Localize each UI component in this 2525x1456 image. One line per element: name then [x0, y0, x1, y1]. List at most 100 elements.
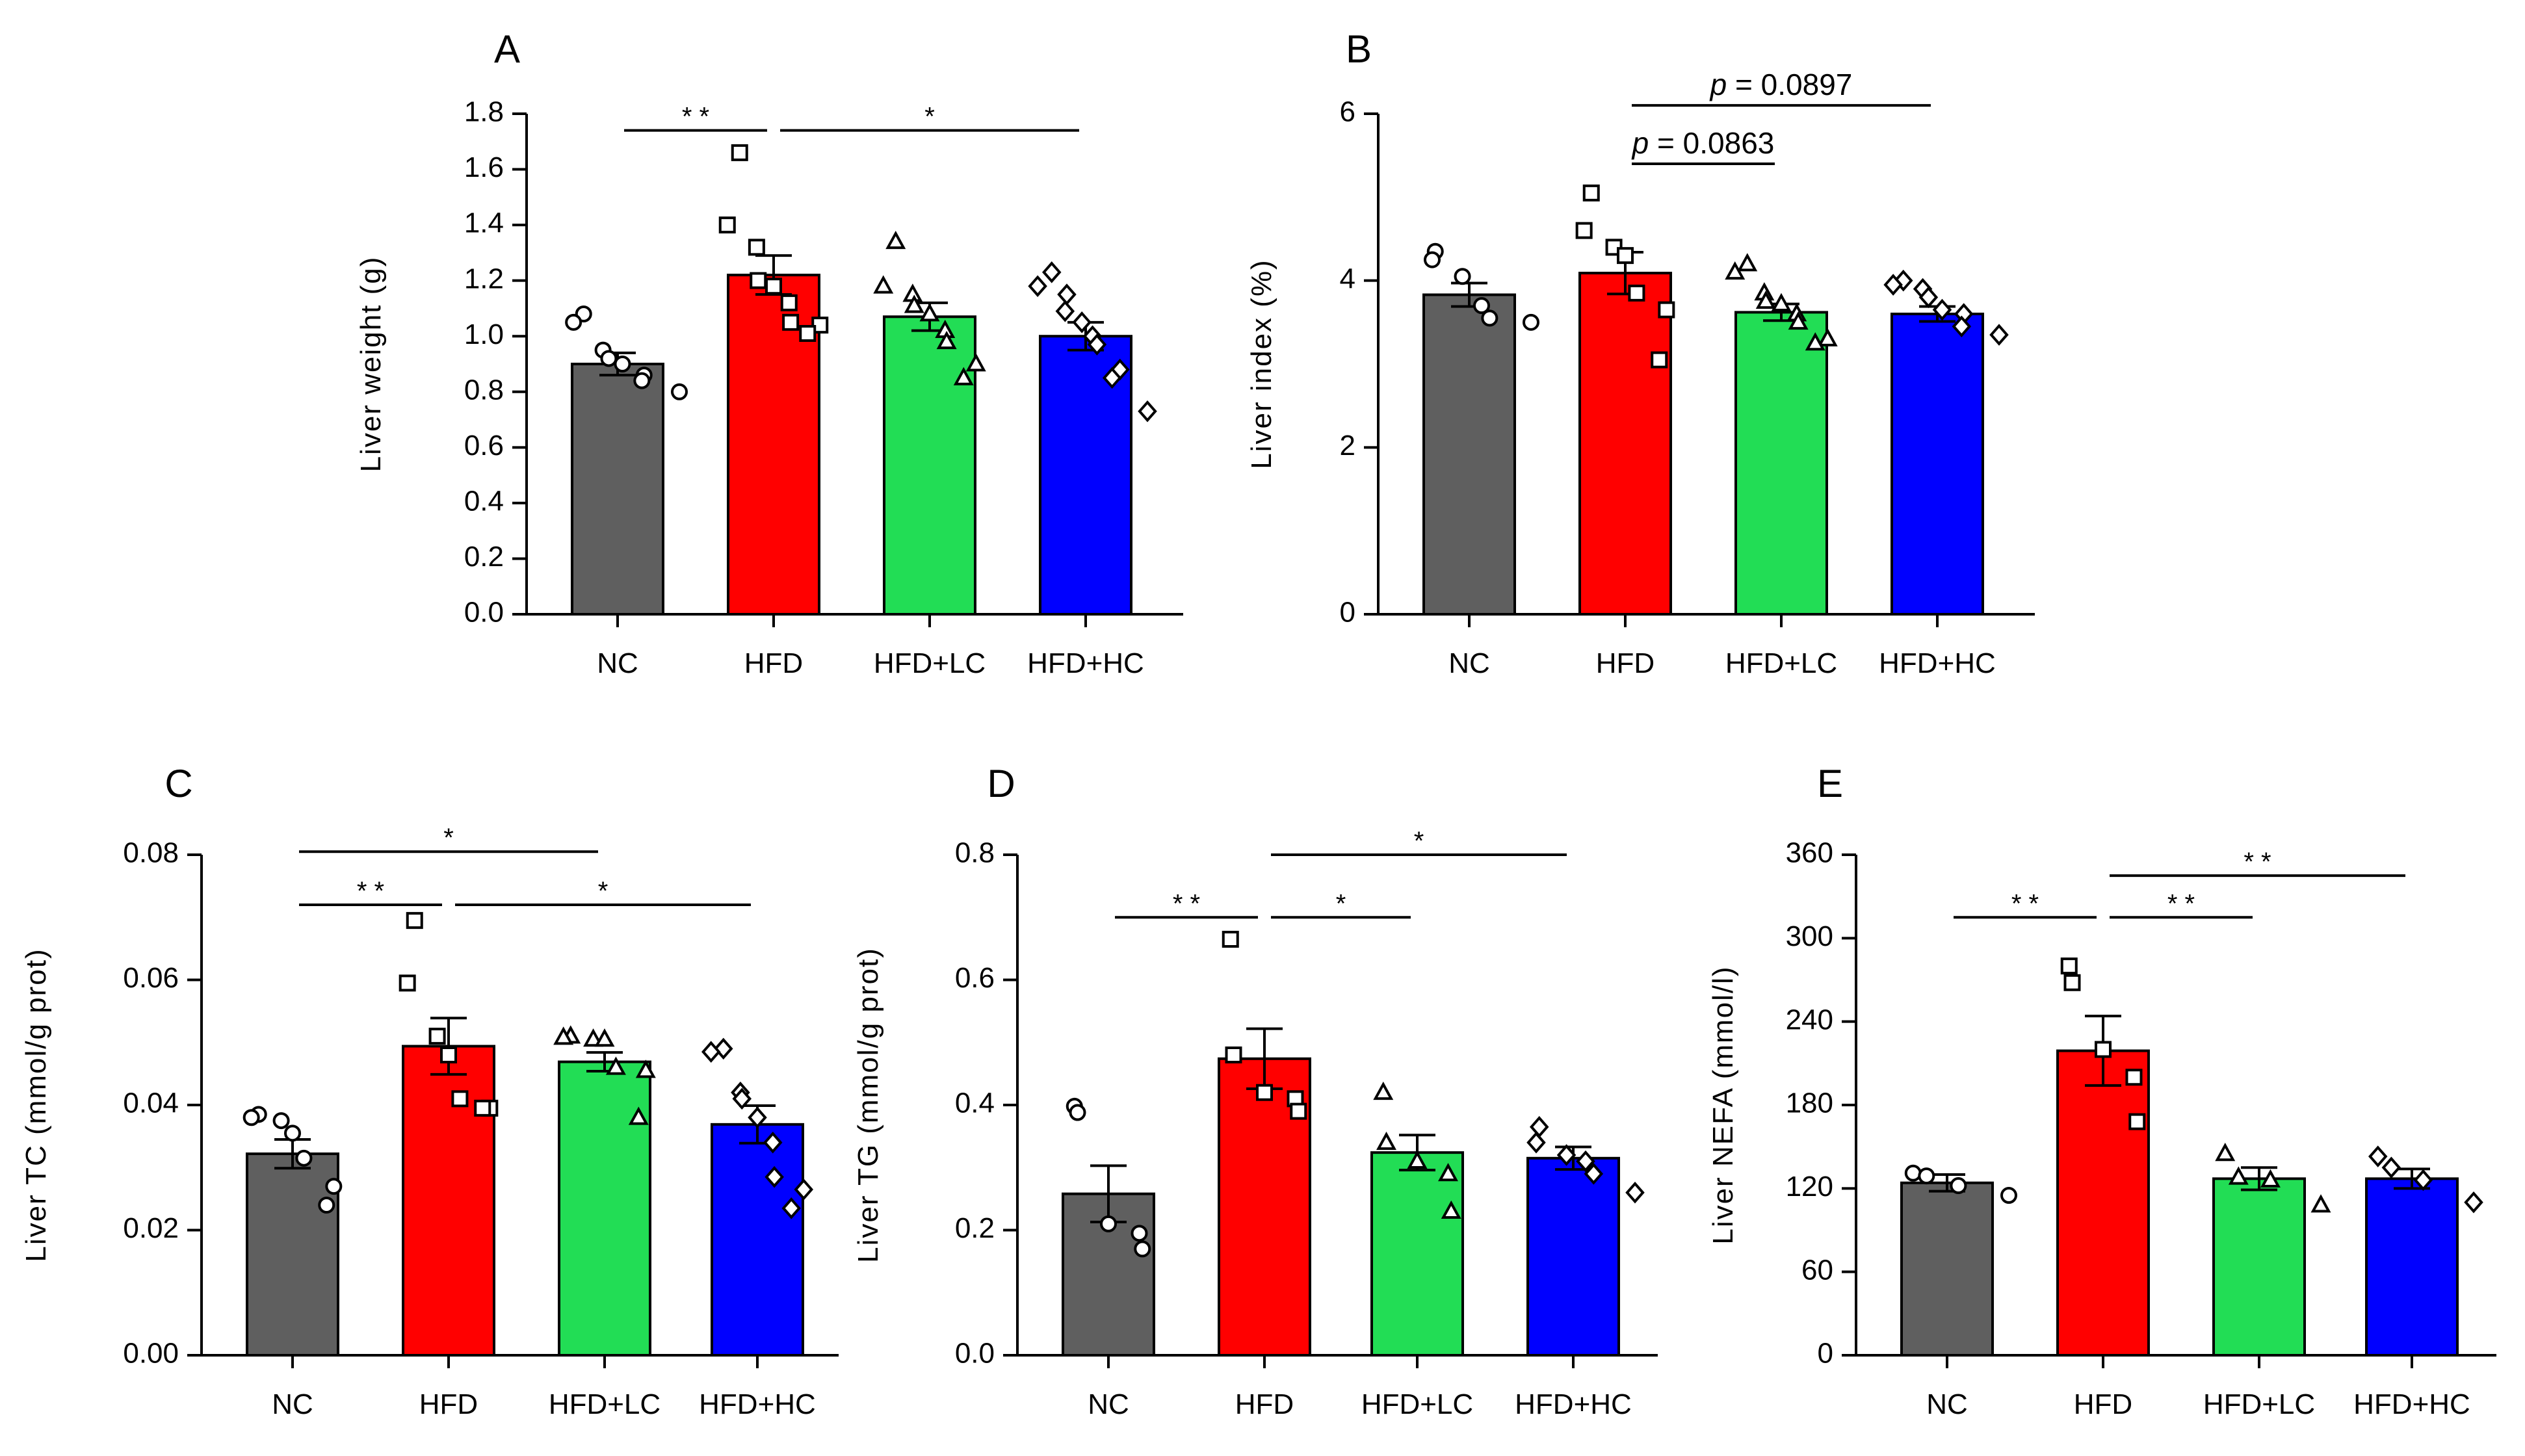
y-tick-label: 0.4 — [464, 486, 504, 517]
data-point — [440, 1046, 457, 1063]
panel-letter: B — [1346, 27, 1372, 71]
bar-hfd — [2056, 1049, 2150, 1357]
data-point — [1134, 1240, 1151, 1258]
data-point — [1523, 313, 1539, 331]
data-point — [553, 1026, 574, 1045]
data-point — [1788, 311, 1809, 330]
data-point — [2060, 957, 2078, 975]
data-point — [885, 230, 906, 250]
data-point — [1883, 274, 1903, 296]
y-tick-label: 1.2 — [464, 263, 504, 294]
data-point — [763, 1131, 783, 1154]
panel-letter: C — [164, 762, 192, 805]
data-point — [1057, 283, 1077, 306]
data-point — [1055, 300, 1075, 322]
x-tick-label: HFD — [419, 1388, 478, 1420]
bar-hfd-lc — [1370, 1151, 1464, 1357]
data-point — [565, 313, 582, 331]
data-point — [1454, 268, 1471, 285]
y-tick-label: 2 — [1340, 430, 1355, 462]
x-tick-label: HFD+HC — [1879, 647, 1996, 679]
y-tick-label: 0.6 — [955, 962, 995, 994]
bar-hfd-hc — [2365, 1177, 2459, 1357]
data-point — [919, 303, 940, 322]
bar-hfd — [1578, 272, 1672, 616]
data-point — [1617, 247, 1634, 265]
data-point — [605, 1056, 626, 1075]
data-point — [2413, 1169, 2433, 1191]
data-point — [1989, 324, 2009, 346]
bar-nc — [571, 363, 664, 616]
data-point — [428, 1028, 446, 1045]
data-point — [1481, 309, 1498, 327]
data-point — [1441, 1200, 1461, 1219]
data-point — [2000, 1187, 2017, 1204]
data-point — [1651, 351, 1668, 369]
data-point — [242, 1109, 260, 1126]
panel-C: C Liver TC (mmol/g prot) NC HFD HFD+LC HFD+HC… — [20, 762, 839, 1420]
data-point — [1256, 1084, 1273, 1101]
x-tick-label: HFD+HC — [699, 1388, 816, 1420]
data-point — [1072, 311, 1092, 333]
data-point — [614, 356, 631, 372]
data-point — [1102, 367, 1122, 389]
data-point — [2310, 1194, 2331, 1213]
y-tick-label: 0.2 — [955, 1212, 995, 1244]
data-point — [1087, 333, 1107, 356]
bar-hfd-lc — [558, 1060, 651, 1357]
data-point — [713, 1037, 733, 1060]
data-point — [1376, 1131, 1396, 1150]
data-point — [2260, 1169, 2281, 1188]
x-tick-label: HFD — [1596, 647, 1655, 679]
panel-B: B Liver index (%) NC HFD HFD+LC HFD+HC 0 2 4 6 p =… — [1246, 27, 2035, 679]
data-point — [1526, 1131, 1546, 1154]
data-point — [325, 1178, 343, 1195]
data-point — [1131, 1225, 1148, 1242]
data-point — [1582, 184, 1600, 202]
data-point — [1225, 1046, 1242, 1063]
y-tick-label: 1.6 — [464, 151, 504, 183]
y-tick-label: 0.0 — [464, 597, 504, 629]
data-point — [794, 1178, 814, 1201]
y-tick-label: 0.8 — [464, 374, 504, 406]
data-point — [451, 1090, 469, 1108]
y-tick-label: 0.00 — [123, 1338, 179, 1370]
x-tick-label: NC — [272, 1388, 313, 1420]
data-point — [701, 1041, 721, 1063]
significance-label: * — [443, 824, 454, 852]
data-point — [318, 1197, 335, 1214]
y-tick-label: 0.02 — [123, 1212, 179, 1244]
data-point — [1041, 261, 1062, 283]
data-point — [2215, 1143, 2236, 1162]
bar-hfd-lc — [883, 315, 976, 616]
data-point — [748, 239, 765, 256]
y-tick-label: 1.0 — [464, 318, 504, 350]
data-point — [799, 324, 817, 342]
significance-label: * * — [2244, 848, 2271, 876]
data-point — [1407, 1150, 1428, 1169]
data-point — [284, 1124, 301, 1142]
y-tick-label: 120 — [1786, 1171, 1833, 1202]
x-tick-label: HFD — [1235, 1388, 1294, 1420]
y-tick-label: 4 — [1340, 263, 1355, 294]
data-point — [1755, 290, 1776, 309]
x-tick-label: NC — [1926, 1388, 1968, 1420]
data-point — [731, 144, 748, 161]
data-point — [2464, 1191, 2483, 1214]
significance-label: p = 0.0863 — [1631, 126, 1775, 160]
data-point — [295, 1149, 313, 1167]
panel-E: E Liver NEFA (mmol/l) NC HFD HFD+LC HFD+HC 0 60… — [1707, 762, 2496, 1420]
panel-letter: A — [494, 27, 520, 71]
x-tick-label: NC — [597, 647, 638, 679]
data-point — [782, 313, 800, 331]
x-tick-label: HFD+LC — [1361, 1388, 1473, 1420]
data-point — [750, 272, 767, 289]
y-tick-label: 240 — [1786, 1004, 1833, 1035]
significance-label: * * — [682, 103, 709, 131]
data-point — [1424, 251, 1441, 268]
data-point — [628, 1106, 649, 1125]
data-point — [1932, 298, 1952, 321]
y-tick-label: 6 — [1340, 96, 1355, 128]
significance-label: * — [598, 877, 608, 905]
data-point — [2368, 1145, 2388, 1167]
